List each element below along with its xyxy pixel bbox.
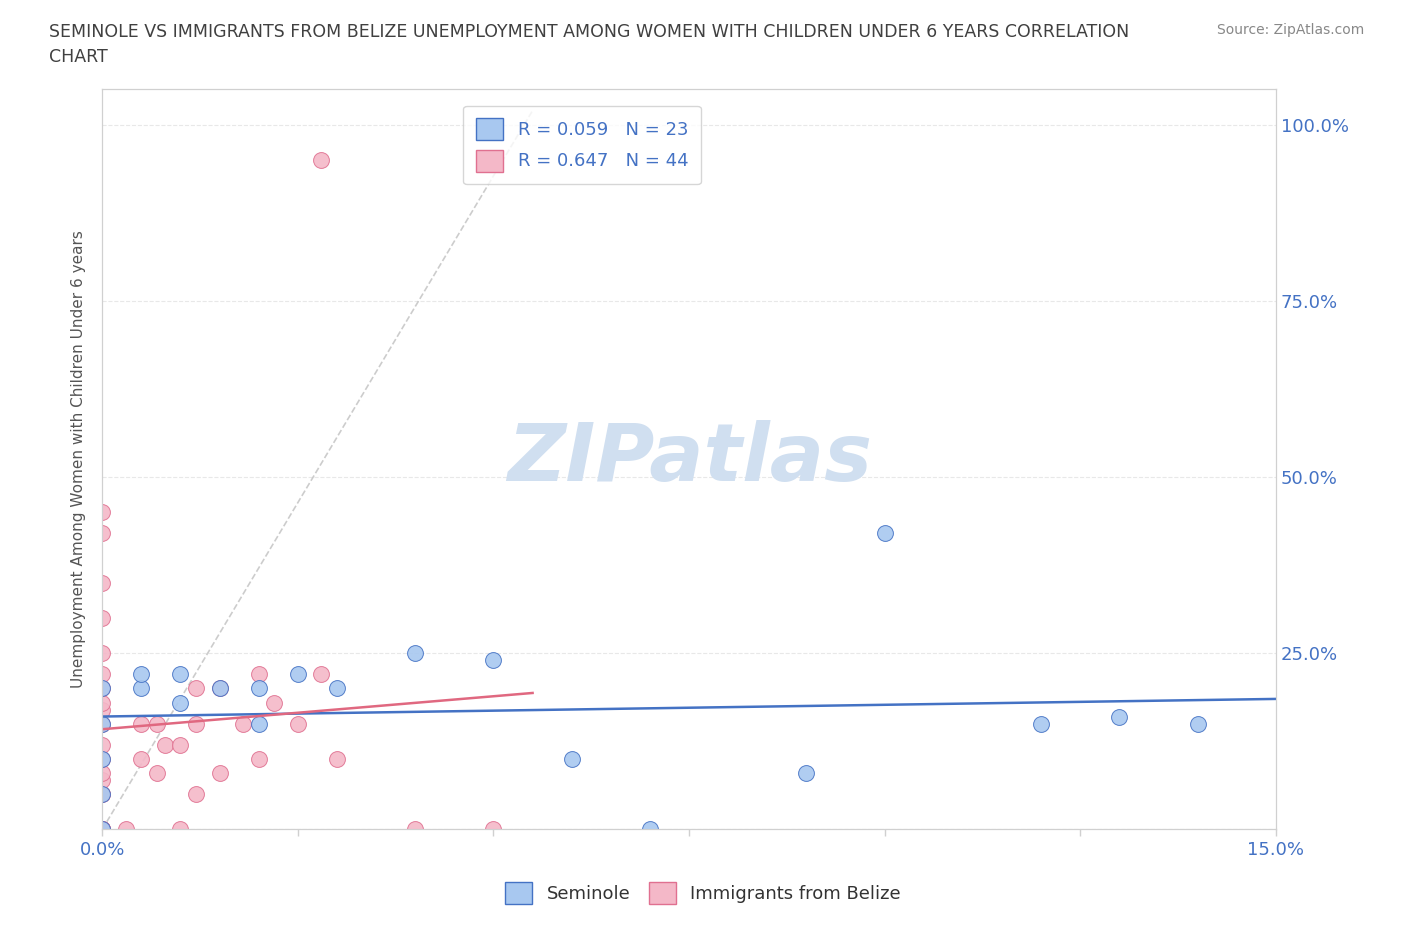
Point (91, 751, 114, 766)
Point (91, 822, 114, 837)
Point (91, 526, 114, 541)
Point (91, 822, 114, 837)
Point (91, 667, 114, 682)
Point (311, 667, 333, 682)
Point (263, 695, 285, 710)
Point (247, 751, 270, 766)
Y-axis label: Unemployment Among Women with Children Under 6 years: Unemployment Among Women with Children U… (72, 231, 86, 688)
Point (208, 765, 231, 780)
Point (169, 822, 191, 837)
Point (91, 822, 114, 837)
Point (91, 576, 114, 591)
Legend: R = 0.059   N = 23, R = 0.647   N = 44: R = 0.059 N = 23, R = 0.647 N = 44 (464, 106, 700, 184)
Point (91, 695, 114, 710)
Point (91, 645, 114, 660)
Point (247, 716, 270, 731)
Point (91, 751, 114, 766)
Point (131, 716, 153, 731)
Point (91, 822, 114, 837)
Point (1031, 716, 1053, 731)
Point (91, 681, 114, 696)
Legend: Seminole, Immigrants from Belize: Seminole, Immigrants from Belize (498, 875, 908, 911)
Point (247, 667, 270, 682)
Point (153, 737, 176, 752)
Point (91, 822, 114, 837)
Point (131, 667, 153, 682)
Point (287, 716, 309, 731)
Point (404, 822, 426, 837)
Point (1187, 716, 1209, 731)
Point (91, 716, 114, 731)
Point (184, 681, 207, 696)
Point (1108, 710, 1130, 724)
Point (131, 751, 153, 766)
Text: Source: ZipAtlas.com: Source: ZipAtlas.com (1216, 23, 1364, 37)
Point (91, 505, 114, 520)
Point (91, 681, 114, 696)
Point (638, 822, 661, 837)
Point (91, 773, 114, 788)
Point (482, 653, 505, 668)
Point (146, 765, 169, 780)
Point (169, 737, 191, 752)
Point (287, 667, 309, 682)
Point (114, 822, 136, 837)
Point (873, 526, 896, 541)
Point (91, 737, 114, 752)
Text: ZIPatlas: ZIPatlas (506, 420, 872, 498)
Point (208, 681, 231, 696)
Point (169, 695, 191, 710)
Point (232, 716, 254, 731)
Point (91, 787, 114, 802)
Point (91, 716, 114, 731)
Point (311, 153, 333, 167)
Point (561, 751, 583, 766)
Point (247, 681, 270, 696)
Point (326, 751, 349, 766)
Point (184, 716, 207, 731)
Point (91, 787, 114, 802)
Point (91, 765, 114, 780)
Point (482, 822, 505, 837)
Point (91, 822, 114, 837)
Point (184, 787, 207, 802)
Point (169, 667, 191, 682)
Text: SEMINOLE VS IMMIGRANTS FROM BELIZE UNEMPLOYMENT AMONG WOMEN WITH CHILDREN UNDER : SEMINOLE VS IMMIGRANTS FROM BELIZE UNEMP… (49, 23, 1129, 66)
Point (91, 787, 114, 802)
Point (404, 645, 426, 660)
Point (326, 681, 349, 696)
Point (146, 716, 169, 731)
Point (208, 681, 231, 696)
Point (131, 681, 153, 696)
Point (91, 702, 114, 717)
Point (796, 765, 818, 780)
Point (91, 610, 114, 625)
